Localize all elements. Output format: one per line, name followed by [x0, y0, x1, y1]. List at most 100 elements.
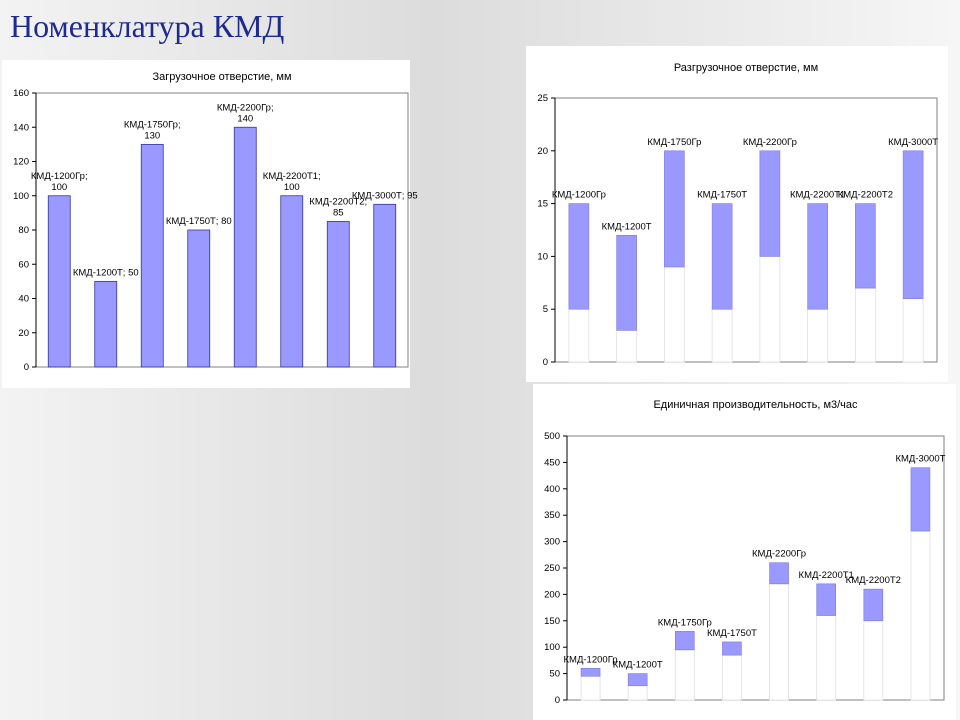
data-label-7: КМД-2200Т2;	[309, 196, 367, 207]
data-label-7: КМД-2200Т2	[846, 575, 901, 586]
bar-base-8	[910, 530, 931, 701]
bar-8	[373, 203, 397, 368]
data-label-2: КМД-1200Т	[613, 660, 663, 671]
data-label-6: 100	[284, 182, 300, 193]
plot-area	[35, 92, 409, 368]
data-label-1: КМД-1200Гр	[552, 190, 606, 201]
bar-2	[94, 280, 118, 368]
y-tick-label: 40	[18, 294, 29, 305]
data-label-4: КМД-1750Т	[707, 628, 757, 639]
loading-opening-chart-panel: Загрузочное отверстие, мм 0 20 40 60 80 100 120…	[2, 60, 418, 388]
bar-range-7	[855, 203, 876, 289]
bar-range-3	[664, 150, 685, 268]
data-label-1: 100	[51, 182, 67, 193]
bar-range-5	[759, 150, 781, 257]
y-tick-label: 250	[544, 563, 560, 574]
loading-opening-chart: Загрузочное отверстие, мм 0 20 40 60 80 100 120…	[13, 71, 418, 373]
data-label-5: КМД-2200Гр	[752, 549, 806, 560]
y-tick-label: 5	[543, 304, 548, 315]
bar-range-3	[675, 631, 695, 651]
bar-range-5	[769, 562, 789, 585]
y-tick-label: 60	[18, 259, 29, 270]
bar-range-2	[616, 234, 637, 331]
bar-base-5	[759, 255, 781, 363]
data-label-3: КМД-1750Гр;	[124, 119, 181, 130]
bar-range-1	[568, 203, 590, 310]
data-label-5: КМД-2200Гр;	[217, 102, 274, 113]
y-tick-label: 0	[555, 695, 560, 706]
y-tick-label: 20	[18, 328, 29, 339]
data-label-6: КМД-2200Т1	[799, 570, 854, 581]
data-label-3: КМД-1750Гр	[647, 137, 701, 148]
y-tick-label: 100	[544, 642, 560, 653]
bar-range-4	[711, 203, 733, 310]
y-tick-label: 25	[537, 93, 548, 104]
y-tick-label: 20	[537, 146, 548, 157]
chart-title: Единичная производительность, м3/час	[653, 399, 858, 411]
capacity-chart: Единичная производительность, м3/час 0 50 1…	[544, 399, 945, 706]
bar-range-4	[722, 641, 742, 656]
bar-4	[187, 229, 211, 368]
bar-base-6	[807, 308, 829, 363]
y-tick-label: 15	[537, 199, 548, 210]
bar-base-3	[663, 266, 685, 363]
data-label-3: КМД-1750Гр	[658, 617, 712, 628]
data-label-2: КМД-1200Т	[602, 221, 652, 232]
bar-6	[280, 195, 304, 368]
discharge-opening-chart-panel: Разгрузочное отверстие, мм 0 5 10 15 20 25 КМД-…	[526, 46, 948, 382]
data-label-8: КМД-3000Т; 95	[352, 190, 418, 201]
bar-base-6	[816, 615, 837, 701]
bar-3	[140, 143, 164, 368]
y-tick-label: 300	[544, 537, 560, 548]
y-tick-label: 0	[24, 362, 29, 373]
bar-base-4	[711, 308, 733, 363]
chart-title: Разгрузочное отверстие, мм	[674, 62, 818, 74]
bar-range-6	[807, 203, 828, 310]
bar-range-8	[902, 150, 924, 299]
data-label-5: 140	[237, 113, 253, 124]
bar-range-6	[816, 583, 836, 616]
data-label-1: КМД-1200Гр;	[31, 171, 88, 182]
chart-title: Загрузочное отверстие, мм	[152, 71, 291, 83]
y-tick-label: 500	[544, 431, 560, 442]
data-label-4: КМД-1750Т	[697, 190, 747, 201]
bar-base-7	[863, 620, 884, 701]
bar-base-2	[627, 685, 648, 701]
data-label-1: КМД-1200Гр	[564, 654, 618, 665]
bar-base-4	[722, 654, 742, 701]
data-label-7: КМД-2200Т2	[838, 190, 893, 201]
bar-base-1	[568, 308, 590, 363]
y-tick-label: 10	[537, 251, 548, 262]
bar-base-5	[769, 583, 789, 701]
bar-base-8	[902, 298, 924, 363]
data-label-8: КМД-3000Т	[895, 454, 945, 465]
data-label-4: КМД-1750Т; 80	[166, 216, 232, 227]
slide-title: Номенклатура КМД	[10, 8, 285, 44]
capacity-chart-panel: Единичная производительность, м3/час 0 50 1…	[533, 384, 956, 720]
bar-range-8	[910, 467, 931, 532]
y-tick-label: 400	[544, 484, 560, 495]
y-tick-label: 450	[544, 457, 560, 468]
bar-base-1	[580, 675, 601, 701]
y-tick-label: 200	[544, 589, 560, 600]
bar-5	[233, 126, 257, 368]
y-tick-label: 100	[13, 191, 29, 202]
data-label-5: КМД-2200Гр	[743, 137, 797, 148]
bar-1	[47, 195, 71, 368]
data-label-6: КМД-2200Т1	[790, 190, 845, 201]
data-label-2: КМД-1200Т; 50	[73, 267, 139, 278]
discharge-opening-chart: Разгрузочное отверстие, мм 0 5 10 15 20 25 КМД-…	[537, 62, 938, 368]
y-tick-label: 160	[13, 88, 29, 99]
y-tick-label: 150	[544, 616, 560, 627]
y-tick-label: 0	[543, 357, 548, 368]
data-label-7: 85	[333, 207, 344, 218]
y-tick-label: 80	[18, 225, 29, 236]
y-tick-label: 50	[549, 669, 560, 680]
data-label-3: 130	[144, 130, 160, 141]
bar-range-7	[863, 588, 884, 622]
bar-base-2	[616, 329, 638, 363]
y-tick-label: 140	[13, 122, 29, 133]
bar-range-2	[627, 673, 648, 687]
bar-7	[326, 221, 350, 368]
bar-range-1	[580, 668, 601, 677]
